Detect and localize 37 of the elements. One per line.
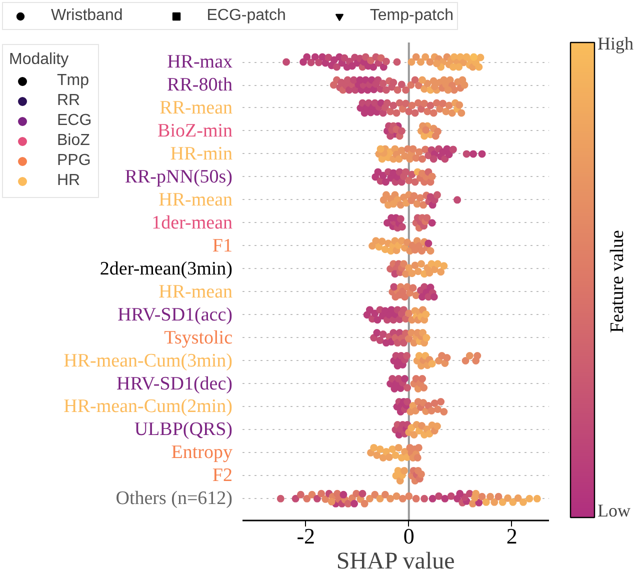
legend-label: Wristband [51, 7, 123, 25]
x-tick-label: -2 [296, 524, 316, 548]
y-tick-label: RR-mean [160, 97, 233, 118]
y-tick-label: 1der-mean [152, 212, 233, 234]
color-bar-label: High [598, 34, 634, 54]
y-tick-label: Tsystolic [164, 327, 233, 348]
legend-label: HR [57, 172, 80, 190]
legend-label: ECG [57, 112, 92, 130]
y-tick-label: 2der-mean(3min) [100, 258, 233, 280]
y-tick-label: BioZ-min [158, 120, 233, 142]
y-tick-label: HR-mean [158, 281, 233, 302]
y-tick-label: HRV-SD1(acc) [118, 304, 233, 326]
legend-label: BioZ [57, 132, 90, 150]
y-tick-label: HR-mean-Cum(2min) [64, 396, 232, 418]
x-tick-label: 2 [506, 524, 518, 548]
y-tick-label: RR-pNN(50s) [124, 166, 233, 188]
legend-label: RR [57, 92, 80, 110]
y-tick-label: HR-mean-Cum(3min) [64, 350, 232, 372]
y-tick-label: HR-min [170, 143, 233, 164]
legend-label: Temp-patch [370, 7, 454, 25]
color-bar-title: Feature value [607, 230, 628, 333]
x-axis-title: SHAP value [336, 548, 455, 574]
y-tick-label: HR-mean [158, 189, 233, 210]
x-tick-label: 0 [403, 524, 414, 548]
legend-label: PPG [57, 152, 91, 170]
y-tick-label: HRV-SD1(dec) [116, 373, 233, 394]
color-bar-label: Low [598, 500, 630, 520]
legend-title: Modality [9, 51, 70, 69]
y-tick-label: Entropy [171, 442, 233, 464]
y-tick-label: HR-max [167, 52, 233, 73]
y-tick-label: ULBP(QRS) [134, 419, 233, 440]
y-tick-label: RR-80th [167, 74, 233, 96]
legend-label: Tmp [57, 72, 89, 90]
legend-label: ECG-patch [206, 7, 286, 25]
y-tick-label: F1 [212, 235, 233, 256]
y-tick-label: F2 [212, 465, 233, 486]
y-tick-label: Others (n=612) [116, 488, 233, 510]
